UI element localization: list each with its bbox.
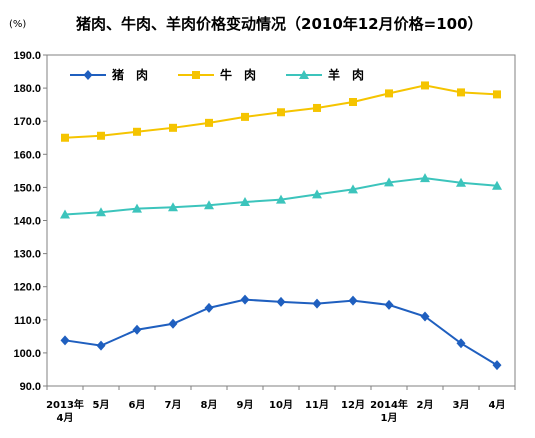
data-point: [97, 131, 105, 140]
data-point: [276, 194, 286, 204]
data-point: [204, 200, 214, 210]
data-point: [240, 294, 250, 305]
data-point: [132, 324, 142, 335]
x-tick-label: 2月: [417, 399, 434, 411]
y-tick-label: 160.0: [13, 149, 41, 161]
legend-item-1: 牛 肉: [178, 67, 256, 82]
y-tick-label: 100.0: [13, 348, 41, 360]
x-tick-label: 4月: [489, 399, 506, 411]
x-tick-label: 10月: [269, 399, 293, 411]
data-point: [349, 98, 357, 107]
data-point: [96, 207, 106, 217]
y-tick-label: 90.0: [20, 381, 41, 393]
x-tick-label: 12月: [341, 399, 365, 411]
data-point: [60, 335, 70, 346]
data-point: [456, 338, 466, 349]
data-point: [348, 184, 358, 194]
data-point: [456, 177, 466, 187]
series-1: [61, 81, 501, 142]
data-point: [492, 360, 502, 371]
x-tick-label: 7月: [165, 399, 182, 411]
series-layer: [60, 81, 502, 371]
data-point: [492, 180, 502, 190]
unit-label: (%): [9, 19, 26, 30]
x-tick-label: 2014年: [370, 398, 408, 411]
legend-item-0: 猪 肉: [70, 67, 148, 82]
x-tick-label: 3月: [453, 399, 470, 411]
data-point: [421, 81, 429, 90]
data-point: [276, 296, 286, 307]
data-point: [312, 298, 322, 309]
legend: 猪 肉牛 肉羊 肉: [70, 67, 364, 82]
y-tick-label: 120.0: [13, 282, 41, 294]
y-tick-label: 110.0: [14, 315, 41, 327]
data-point: [60, 209, 70, 219]
legend-marker: [83, 70, 93, 80]
y-tick-label: 170.0: [13, 116, 41, 128]
data-point: [457, 88, 465, 97]
data-point: [132, 203, 142, 213]
legend-label: 猪 肉: [111, 67, 148, 82]
data-point: [420, 311, 430, 322]
x-tick-label: 9月: [237, 399, 254, 411]
legend-item-2: 羊 肉: [286, 67, 364, 82]
data-point: [241, 112, 249, 121]
data-point: [133, 127, 141, 136]
y-tick-label: 180.0: [13, 83, 41, 95]
data-point: [348, 295, 358, 306]
legend-marker: [192, 71, 200, 79]
data-point: [61, 133, 69, 142]
y-tick-label: 190.0: [13, 50, 41, 62]
plot-border: [46, 54, 516, 387]
data-point: [384, 177, 394, 187]
data-point: [96, 340, 106, 351]
x-tick-label: 5月: [93, 399, 110, 411]
data-point: [240, 196, 250, 206]
data-point: [420, 173, 430, 183]
y-tick-label: 140.0: [13, 216, 41, 228]
x-tick-label: 6月: [129, 399, 146, 411]
x-tick-label: 11月: [305, 399, 329, 411]
x-tick-label: 2013年: [46, 398, 84, 411]
series-0: [60, 294, 502, 371]
data-point: [169, 123, 177, 132]
x-tick-label: 4月: [57, 412, 74, 424]
data-point: [277, 108, 285, 117]
x-tick-label: 8月: [201, 399, 218, 411]
data-point: [313, 103, 321, 112]
x-tick-label: 1月: [381, 412, 398, 424]
data-point: [204, 302, 214, 313]
legend-label: 羊 肉: [328, 67, 364, 82]
legend-marker: [299, 70, 309, 79]
series-line: [64, 298, 498, 367]
data-point: [205, 118, 213, 127]
data-point: [312, 189, 322, 199]
data-point: [385, 89, 393, 98]
chart-title: 猪肉、牛肉、羊肉价格变动情况（2010年12月价格=100）: [75, 15, 483, 33]
data-point: [168, 202, 178, 212]
y-tick-label: 130.0: [13, 249, 41, 261]
legend-label: 牛 肉: [220, 67, 256, 82]
plot-area: 90.0 100.0 110.0 120.0 130.0 140.0 150.0 160.0 1…: [13, 50, 516, 424]
series-2: [60, 173, 502, 219]
data-point: [384, 299, 394, 310]
y-tick-label: 150.0: [13, 182, 41, 194]
data-point: [493, 90, 501, 99]
data-point: [168, 318, 178, 329]
